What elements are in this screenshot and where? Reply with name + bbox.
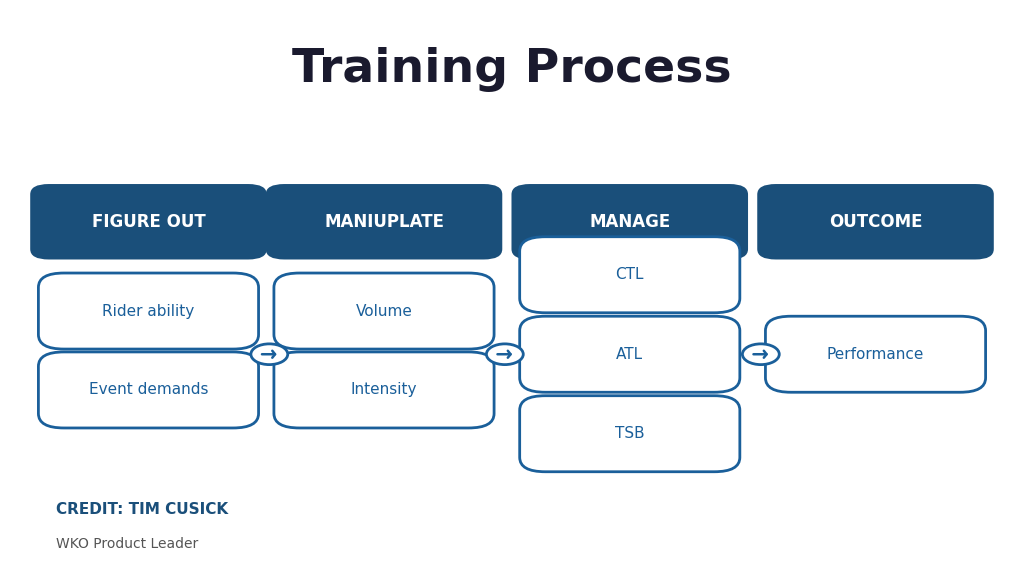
Circle shape [742, 344, 779, 365]
Text: Performance: Performance [826, 347, 925, 362]
FancyBboxPatch shape [265, 184, 502, 259]
FancyBboxPatch shape [519, 316, 739, 392]
Text: CREDIT: TIM CUSICK: CREDIT: TIM CUSICK [56, 502, 228, 517]
Text: CTL: CTL [615, 267, 644, 282]
Circle shape [251, 344, 288, 365]
FancyBboxPatch shape [30, 184, 266, 259]
FancyBboxPatch shape [519, 396, 739, 472]
FancyBboxPatch shape [511, 184, 748, 259]
Text: MANIUPLATE: MANIUPLATE [324, 213, 444, 231]
Text: Intensity: Intensity [351, 382, 417, 397]
FancyBboxPatch shape [38, 352, 258, 428]
Text: Volume: Volume [355, 304, 413, 319]
FancyBboxPatch shape [38, 273, 258, 349]
Text: FIGURE OUT: FIGURE OUT [91, 213, 206, 231]
Text: TSB: TSB [615, 426, 644, 441]
Text: Rider ability: Rider ability [102, 304, 195, 319]
Text: MANAGE: MANAGE [589, 213, 671, 231]
FancyBboxPatch shape [765, 316, 985, 392]
FancyBboxPatch shape [519, 237, 739, 313]
Text: OUTCOME: OUTCOME [828, 213, 923, 231]
Circle shape [486, 344, 523, 365]
FancyBboxPatch shape [757, 184, 993, 259]
Text: WKO Product Leader: WKO Product Leader [56, 537, 199, 551]
FancyBboxPatch shape [273, 352, 494, 428]
Text: ATL: ATL [616, 347, 643, 362]
FancyBboxPatch shape [273, 273, 494, 349]
Text: Event demands: Event demands [89, 382, 208, 397]
Text: Training Process: Training Process [292, 47, 732, 92]
